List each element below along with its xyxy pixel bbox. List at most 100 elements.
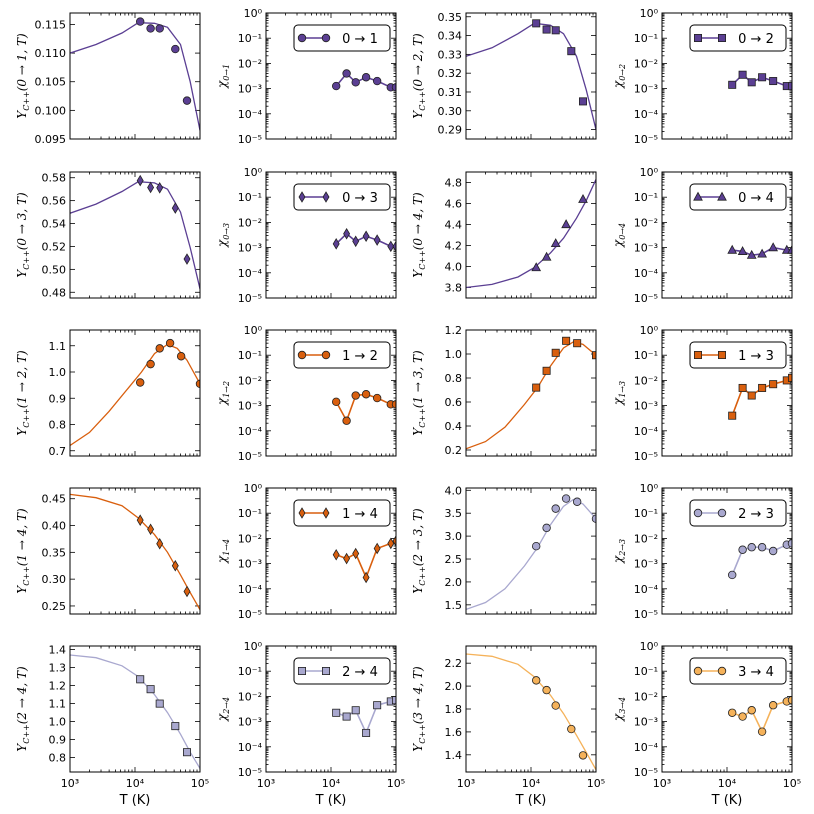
panel-upsilon-0-to-4: 3.8 4.0 4.2 4.4 4.6 4.8 ΥC++(0 → 4, T) [411, 171, 597, 299]
data-point [542, 523, 551, 533]
data-point [136, 675, 145, 684]
y-tick-label: 1.1 [49, 340, 67, 353]
legend-marker [321, 667, 330, 676]
axes-frame [69, 171, 201, 299]
axes-frame [69, 329, 201, 457]
data-point [551, 26, 560, 35]
legend: 2 → 4 [293, 657, 391, 685]
legend-box [293, 499, 391, 527]
data-point [332, 397, 341, 407]
legend-box [689, 183, 787, 211]
y-tick-label: 10⁻² [238, 57, 262, 70]
legend-marker [322, 191, 330, 203]
data-point [747, 543, 756, 552]
y-tick-label: 10⁰ [640, 7, 659, 20]
y-axis-label: χ3→4 [611, 697, 627, 722]
legend-marker [717, 666, 727, 676]
data-point [387, 240, 395, 253]
plot-area [70, 17, 200, 131]
y-tick-label: 1.1 [49, 698, 67, 711]
x-tick-label: 10⁴ [522, 777, 541, 790]
ylabel-base: χ [611, 713, 625, 722]
data-point [171, 559, 179, 572]
x-tick-label: 10⁴ [718, 777, 737, 790]
ylabel-base: χ [215, 239, 229, 248]
data-point [769, 380, 778, 389]
panel-upsilon-3-to-4: 1.4 1.6 1.8 2.0 2.2 10³ 10⁴ 10⁵ T (K) ΥC++(3 → 4,… [411, 645, 605, 808]
legend-label: 0 → 2 [738, 32, 774, 47]
y-tick-label: 10⁻³ [238, 83, 262, 96]
ylabel-sub: C++ [22, 566, 31, 586]
y-tick-label: 0.50 [42, 263, 67, 276]
y-tick-label: 2.0 [445, 680, 463, 693]
axes-frame [661, 171, 793, 299]
y-tick-label: 10⁻⁵ [634, 292, 658, 305]
y-tick-label: 10⁻² [238, 690, 262, 703]
data-point [342, 69, 351, 78]
data-point [156, 182, 164, 194]
y-tick-label: 10⁻¹ [634, 349, 658, 362]
data-point [768, 546, 778, 556]
x-tick-label: 10³ [61, 777, 79, 790]
data-point [541, 251, 552, 261]
y-tick-label: 4.0 [445, 261, 463, 274]
ylabel-base: Υ [411, 585, 425, 594]
legend-marker [717, 508, 727, 518]
y-tick-label: 3.8 [445, 282, 463, 295]
y-axis-label: ΥC++(1 → 4, T) [15, 508, 31, 594]
data-point [155, 344, 164, 353]
ylabel-base: Υ [411, 743, 425, 752]
data-point [171, 44, 180, 54]
ylabel-rest: (0 → 3, T) [15, 192, 29, 250]
legend: 3 → 4 [689, 657, 787, 685]
legend-marker [718, 34, 727, 43]
data-point [155, 699, 164, 708]
data-point [352, 235, 360, 248]
x-axis-label: T (K) [711, 793, 743, 808]
panel-chi-0-to-2: 10⁻⁵ 10⁻⁴ 10⁻³ 10⁻² 10⁻¹ 10⁰ 0 → 2 χ0→2 [611, 7, 793, 146]
data-point [135, 378, 145, 387]
legend-marker [693, 666, 703, 676]
fit-curve [466, 341, 596, 450]
data-point [373, 542, 381, 555]
ylabel-base: χ [215, 713, 229, 722]
legend-marker [718, 350, 727, 359]
y-tick-label: 2.5 [445, 553, 463, 566]
data-point [758, 383, 767, 392]
ylabel-base: Υ [15, 110, 29, 119]
y-tick-label: 10⁻⁵ [238, 292, 262, 305]
panel-chi-0-to-3: 10⁻⁵ 10⁻⁴ 10⁻³ 10⁻² 10⁻¹ 10⁰ 0 → 3 χ0→3 [215, 166, 397, 305]
y-tick-label: 10⁻³ [238, 242, 262, 255]
ylabel-sub: C++ [418, 724, 427, 744]
data-point [362, 728, 371, 737]
fit-curve [466, 179, 596, 289]
y-tick-label: 10⁻⁵ [634, 450, 658, 463]
legend-box [689, 499, 787, 527]
y-tick-label: 0.9 [49, 392, 67, 405]
legend-marker [694, 350, 703, 359]
data-point [351, 706, 360, 715]
data-point [146, 24, 155, 33]
y-tick-label: 2.2 [445, 657, 463, 670]
data-point [757, 248, 767, 258]
ylabel-sub: 2→3 [618, 539, 627, 557]
y-tick-label: 0.115 [35, 18, 67, 31]
data-point [362, 571, 370, 584]
data-point [135, 17, 145, 26]
y-tick-label: 0.48 [42, 286, 67, 299]
x-axis-label: T (K) [119, 793, 151, 808]
data-point [171, 722, 180, 731]
y-tick-label: 0.25 [42, 600, 67, 613]
data-point [738, 383, 747, 392]
data-point [532, 383, 541, 392]
y-tick-label: 10⁻⁴ [634, 741, 659, 754]
axes-frame [465, 12, 597, 140]
ylabel-sub: C++ [22, 408, 31, 428]
data-point [787, 244, 792, 254]
y-axis-label: ΥC++(0 → 2, T) [411, 33, 427, 119]
legend-marker [297, 350, 307, 360]
plot-area [728, 70, 792, 91]
x-tick-label: 10⁵ [387, 777, 405, 790]
plot-area [466, 494, 596, 611]
plot-area [728, 373, 792, 420]
